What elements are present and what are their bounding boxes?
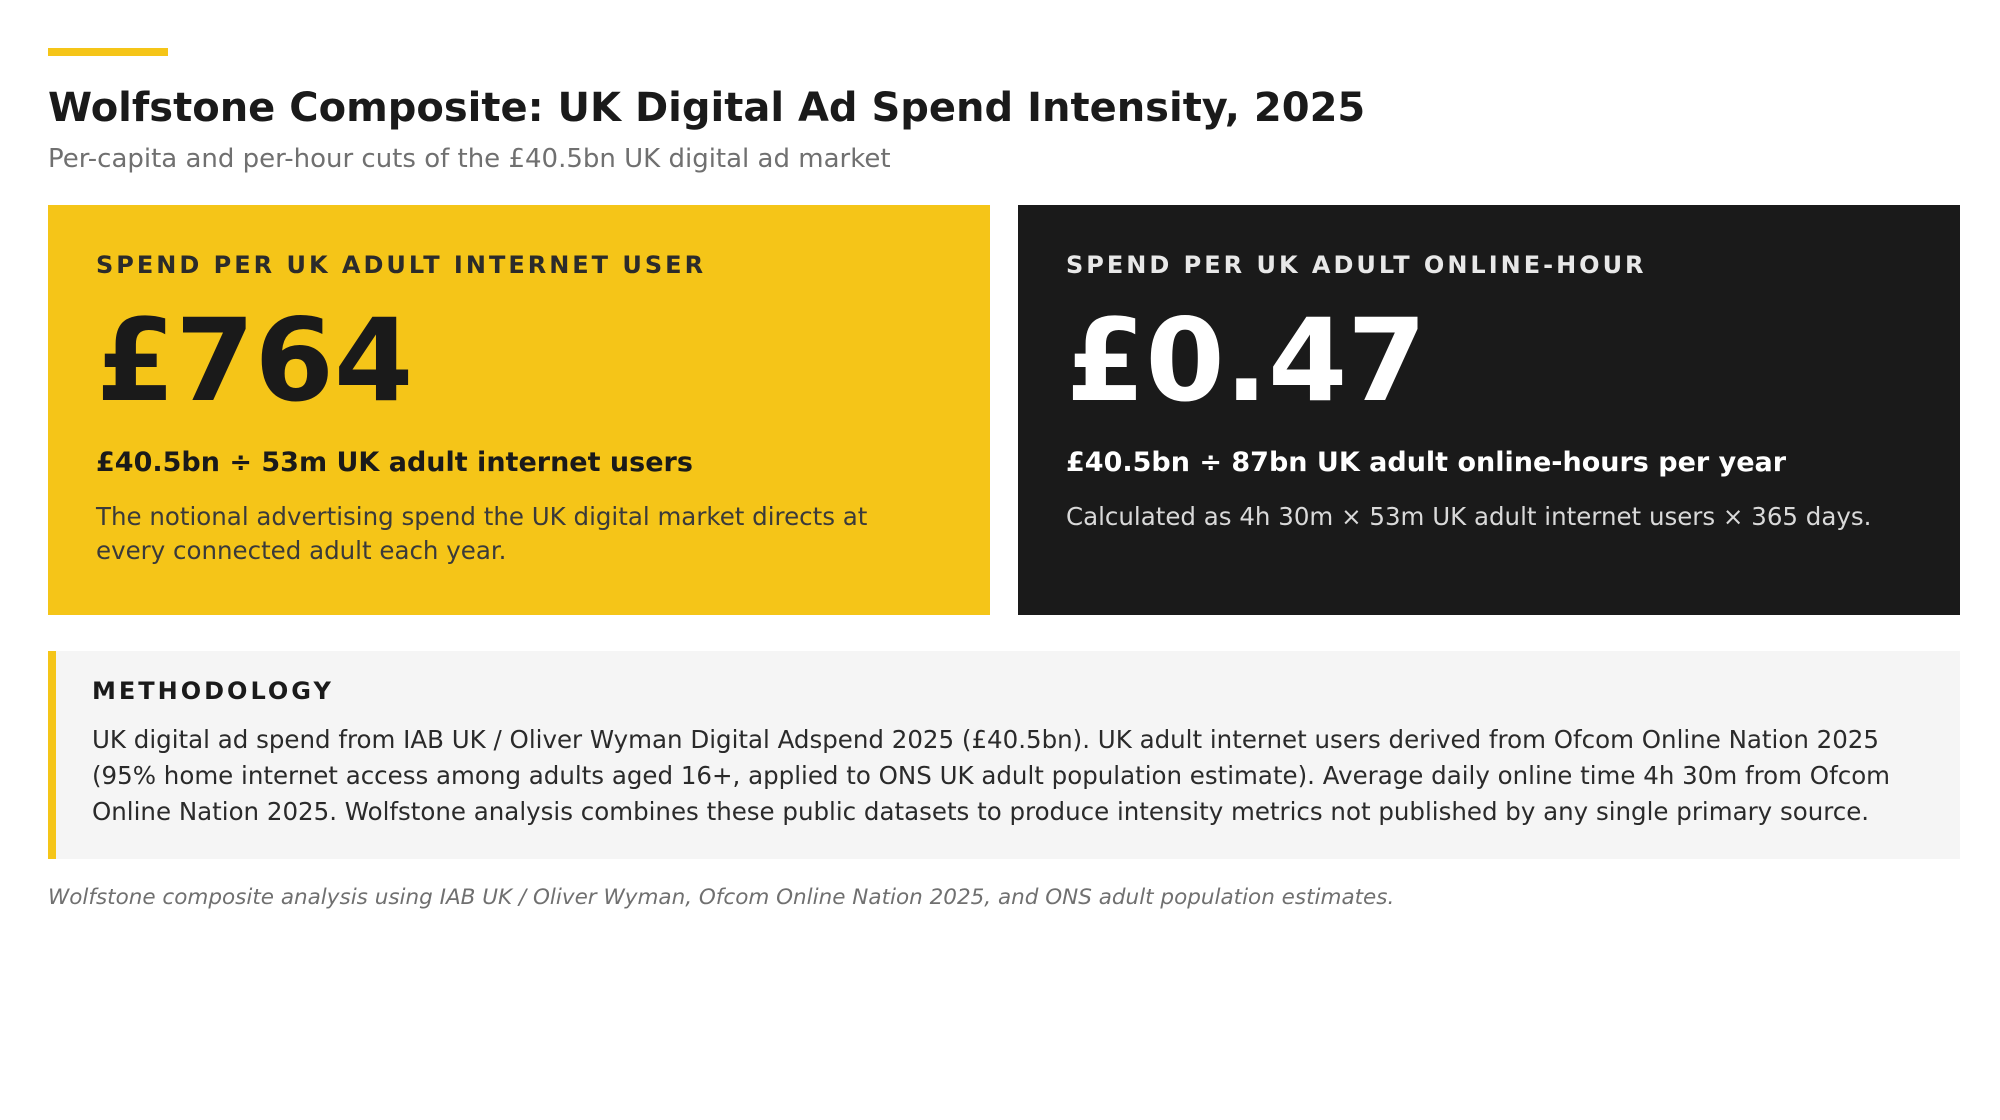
metric-description: Calculated as 4h 30m × 53m UK adult inte…	[1066, 501, 1872, 531]
metric-description: The notional advertising spend the UK di…	[96, 501, 868, 566]
metric-card-per-hour: SPEND PER UK ADULT ONLINE-HOUR £0.47 £40…	[1018, 205, 1960, 616]
metric-card-per-user: SPEND PER UK ADULT INTERNET USER £764 £4…	[48, 205, 990, 616]
metric-value: £764	[96, 293, 414, 427]
metric-cards: SPEND PER UK ADULT INTERNET USER £764 £4…	[48, 205, 1960, 616]
metric-label: SPEND PER UK ADULT INTERNET USER	[96, 251, 707, 280]
methodology-title: METHODOLOGY	[92, 677, 334, 706]
page-subtitle: Per-capita and per-hour cuts of the £40.…	[48, 144, 891, 174]
accent-bar	[48, 48, 168, 56]
metric-formula: £40.5bn ÷ 87bn UK adult online-hours per…	[1066, 447, 1787, 479]
metric-formula: £40.5bn ÷ 53m UK adult internet users	[96, 447, 693, 479]
source-note: Wolfstone composite analysis using IAB U…	[48, 885, 1395, 911]
infographic: Wolfstone Composite: UK Digital Ad Spend…	[48, 48, 1960, 911]
page-title: Wolfstone Composite: UK Digital Ad Spend…	[48, 85, 1366, 131]
metric-value: £0.47	[1066, 293, 1427, 427]
methodology-panel: METHODOLOGY UK digital ad spend from IAB…	[48, 651, 1960, 860]
metric-label: SPEND PER UK ADULT ONLINE-HOUR	[1066, 251, 1647, 280]
methodology-body: UK digital ad spend from IAB UK / Oliver…	[92, 724, 1891, 826]
